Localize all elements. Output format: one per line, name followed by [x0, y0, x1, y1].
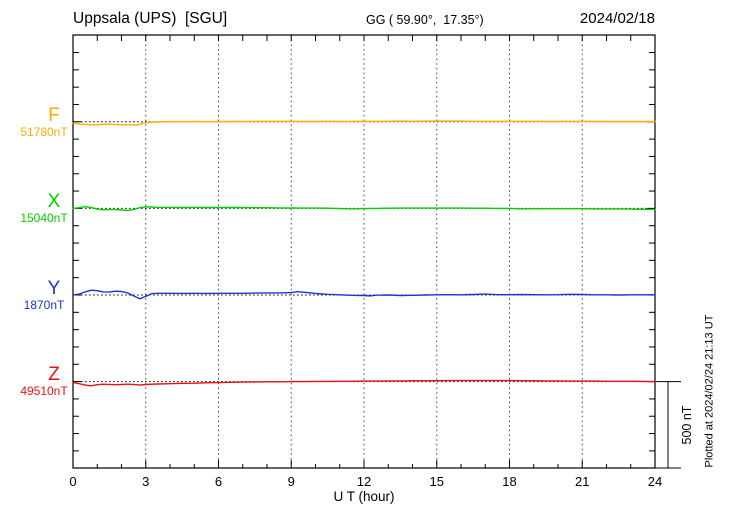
component-letter-F: F [48, 105, 60, 126]
x-tick-label-15: 15 [430, 474, 444, 489]
x-tick-label-0: 0 [69, 474, 76, 489]
component-letter-Y: Y [47, 278, 61, 299]
x-tick-label-24: 24 [648, 474, 662, 489]
trace-Z [72, 379, 656, 387]
station-title: Uppsala (UPS) [SGU] [73, 10, 228, 27]
component-label-Y: Y 1870nT [20, 279, 68, 312]
component-label-X: X 15040nT [20, 192, 68, 225]
plotted-timestamp-note: Plotted at 2024/02/24 21:13 UT [703, 314, 716, 468]
component-label-F: F 51780nT [20, 106, 68, 139]
trace-X [72, 205, 656, 212]
geographic-coordinates: GG ( 59.90°, 17.35°) [366, 13, 484, 27]
component-baseline-X: 15040nT [20, 211, 68, 225]
component-baseline-Y: 1870nT [23, 298, 65, 312]
x-tick-label-12: 12 [357, 474, 371, 489]
trace-F [72, 120, 656, 127]
component-label-Z: Z 49510nT [20, 365, 68, 398]
x-tick-label-3: 3 [142, 474, 149, 489]
scale-bar-label: 500 nT [680, 405, 694, 445]
component-letter-X: X [47, 191, 61, 212]
component-letter-Z: Z [48, 364, 60, 385]
x-tick-label-21: 21 [575, 474, 589, 489]
x-tick-label-6: 6 [215, 474, 222, 489]
trace-Y [72, 289, 656, 300]
plot-date: 2024/02/18 [579, 10, 655, 27]
x-axis-title: U T (hour) [333, 489, 395, 504]
x-tick-label-9: 9 [288, 474, 295, 489]
component-baseline-F: 51780nT [20, 125, 68, 139]
component-baseline-Z: 49510nT [20, 384, 68, 398]
x-tick-label-18: 18 [502, 474, 516, 489]
